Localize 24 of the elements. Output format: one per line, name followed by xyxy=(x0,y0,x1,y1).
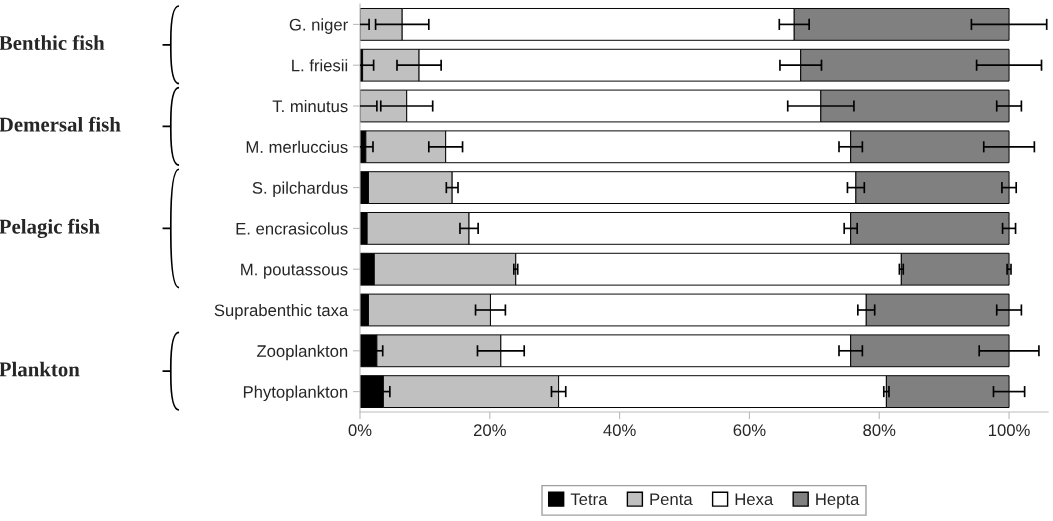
y-tick-label: Zooplankton xyxy=(257,344,348,361)
legend-label: Tetra xyxy=(570,493,608,506)
x-tick-label: 0% xyxy=(348,424,372,437)
legend-label: Hexa xyxy=(735,493,774,506)
x-tick-label: 80% xyxy=(863,424,896,437)
text: Plankton xyxy=(0,361,80,377)
legend-label: Hepta xyxy=(816,493,860,509)
x-tick-label: 60% xyxy=(733,424,766,437)
x-tick-label: 100% xyxy=(989,424,1030,437)
text: Demersal fish xyxy=(0,116,121,132)
y-tick-label: Suprabenthic taxa xyxy=(214,303,349,320)
y-tick-label: M. merluccius xyxy=(246,140,348,153)
y-tick-label: G. niger xyxy=(289,18,348,34)
y-tick-label: T. minutus xyxy=(272,99,348,113)
legend-label: Penta xyxy=(650,493,693,506)
text: Benthic fish xyxy=(0,35,105,51)
x-tick-label: 40% xyxy=(603,424,636,437)
y-tick-label: L. friesii xyxy=(292,59,348,72)
y-tick-label: E. encrasicolus xyxy=(236,222,348,235)
x-tick-label: 20% xyxy=(473,424,506,437)
y-tick-label: S. pilchardus xyxy=(252,181,348,198)
y-tick-label: Phytoplankton xyxy=(243,385,348,402)
y-tick-label: M. poutassous xyxy=(241,263,348,279)
text: Pelagic fish xyxy=(0,218,100,239)
